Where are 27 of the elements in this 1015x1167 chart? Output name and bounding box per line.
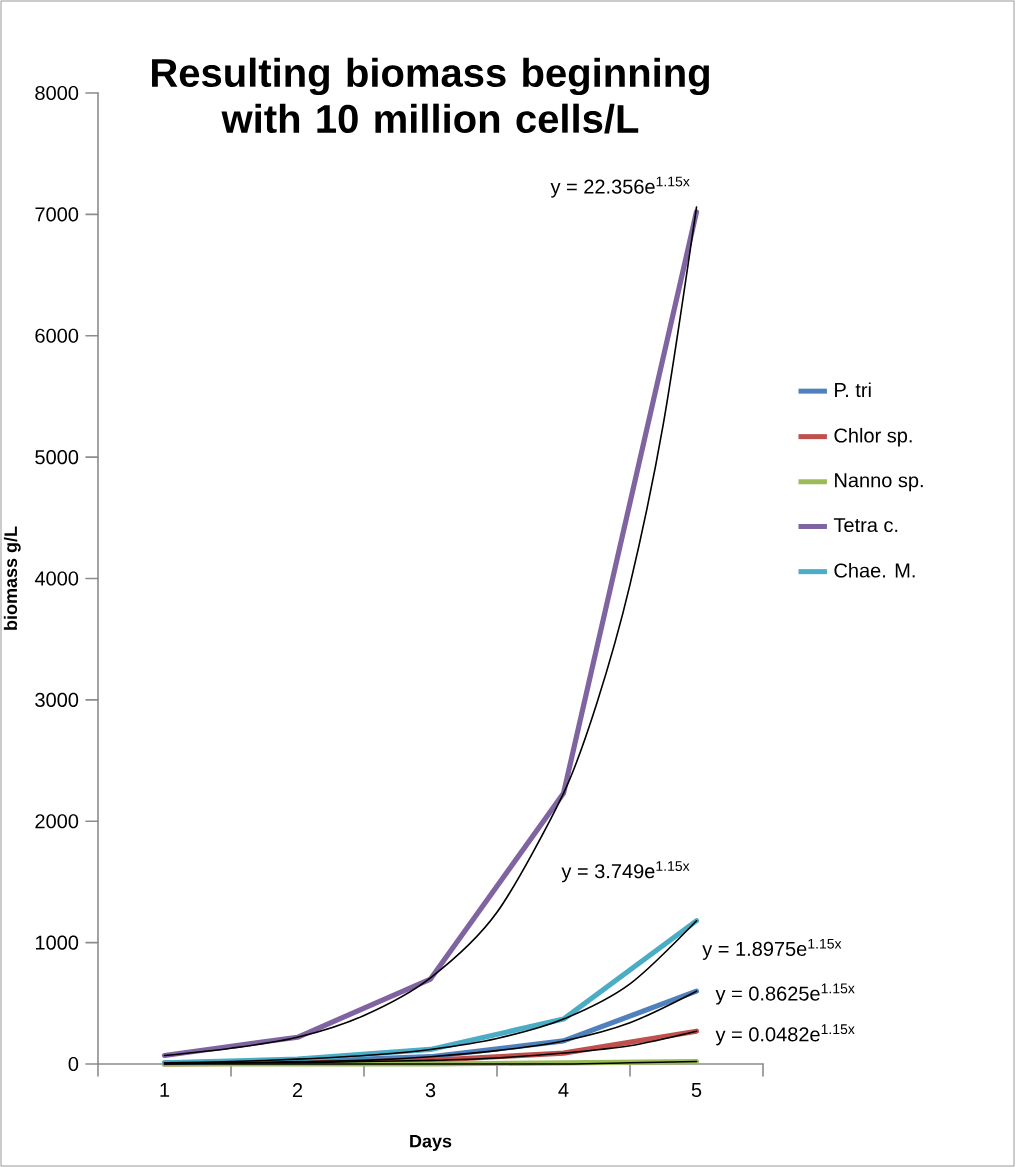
y-tick-label: 2000 (35, 814, 79, 829)
x-tick-label: 5 (691, 1083, 702, 1098)
y-tick-label: 5000 (35, 450, 79, 465)
annotation: y = 0.8625e$^{1.15x}$ (715, 983, 855, 1005)
y-tick-label: 6000 (35, 328, 79, 343)
y-tick-label: 4000 (34, 571, 79, 586)
x-tick-label: 3 (425, 1083, 436, 1098)
annotation: y = 0.0482e$^{1.15x}$ (715, 1024, 855, 1046)
y-tick-label: 3000 (35, 692, 79, 707)
legend-label: Tetra c. (833, 518, 898, 533)
y-tick-label: 7000 (35, 207, 79, 222)
y-tick-label: 1000 (35, 935, 79, 950)
x-tick-label: 2 (292, 1083, 303, 1098)
x-tick-label: 1 (160, 1083, 170, 1097)
y-tick-label: 8000 (35, 85, 79, 101)
annotation: y = 3.749e$^{1.15x}$ (561, 861, 690, 883)
legend-label: Nanno sp. (835, 473, 923, 492)
x-tick-label: 4 (558, 1083, 569, 1097)
legend-label: P. tri (835, 382, 871, 398)
x-axis-title: Days (410, 1134, 452, 1152)
legend-label: Chlor sp. (834, 427, 912, 447)
y-tick-label: 0 (68, 1056, 79, 1072)
legend-label: Chae. M. (834, 562, 915, 578)
annotation: y = 1.8975e$^{1.15x}$ (702, 938, 842, 960)
chart-title: Resulting biomass beginning with 10 million cells/L (152, 57, 709, 134)
y-axis-title: biomass g/L (3, 526, 21, 630)
annotation: y = 22.356e$^{1.15x}$ (550, 176, 690, 198)
